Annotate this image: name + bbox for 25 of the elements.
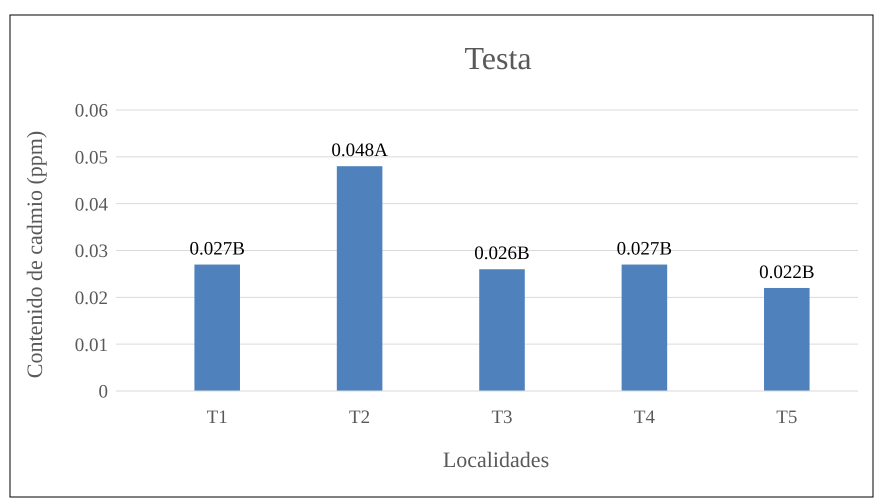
data-label: 0.027B bbox=[189, 238, 245, 260]
y-tick-label: 0.05 bbox=[74, 147, 108, 168]
x-tick-label: T2 bbox=[349, 407, 370, 428]
x-tick-label: T3 bbox=[491, 407, 513, 428]
data-label: 0.026B bbox=[474, 243, 530, 264]
data-label: 0.022B bbox=[759, 262, 815, 283]
y-tick-label: 0.01 bbox=[74, 334, 108, 356]
x-tick-label: T4 bbox=[634, 407, 656, 428]
x-tick-label: T1 bbox=[206, 407, 228, 428]
bar bbox=[479, 269, 525, 391]
y-axis-title: Contenido de cadmio (ppm) bbox=[22, 130, 47, 378]
data-label: 0.027B bbox=[616, 238, 672, 260]
chart-title: Testa bbox=[464, 40, 532, 76]
bar bbox=[336, 166, 382, 391]
y-tick-label: 0 bbox=[98, 382, 108, 403]
y-tick-label: 0.03 bbox=[74, 241, 108, 262]
bar bbox=[764, 288, 810, 391]
x-axis-title: Localidades bbox=[442, 447, 550, 472]
bar bbox=[194, 264, 240, 391]
data-label: 0.048A bbox=[331, 140, 388, 162]
y-tick-label: 0.02 bbox=[74, 288, 108, 309]
y-tick-label: 0.04 bbox=[74, 194, 108, 216]
y-tick-label: 0.06 bbox=[74, 100, 108, 122]
bar bbox=[622, 264, 668, 391]
x-tick-label: T5 bbox=[776, 407, 798, 428]
